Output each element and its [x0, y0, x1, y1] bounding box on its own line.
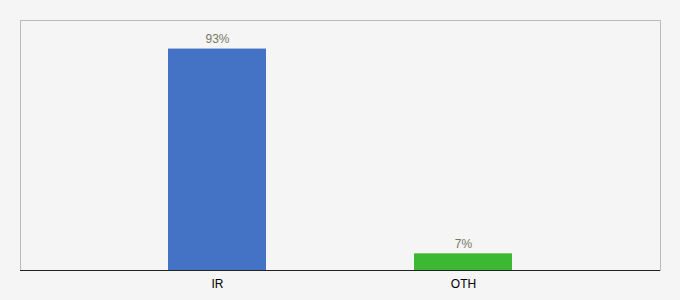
svg-text:93%: 93% [205, 32, 229, 46]
svg-text:IR: IR [212, 277, 224, 291]
svg-text:7%: 7% [455, 237, 473, 251]
svg-text:OTH: OTH [451, 277, 476, 291]
